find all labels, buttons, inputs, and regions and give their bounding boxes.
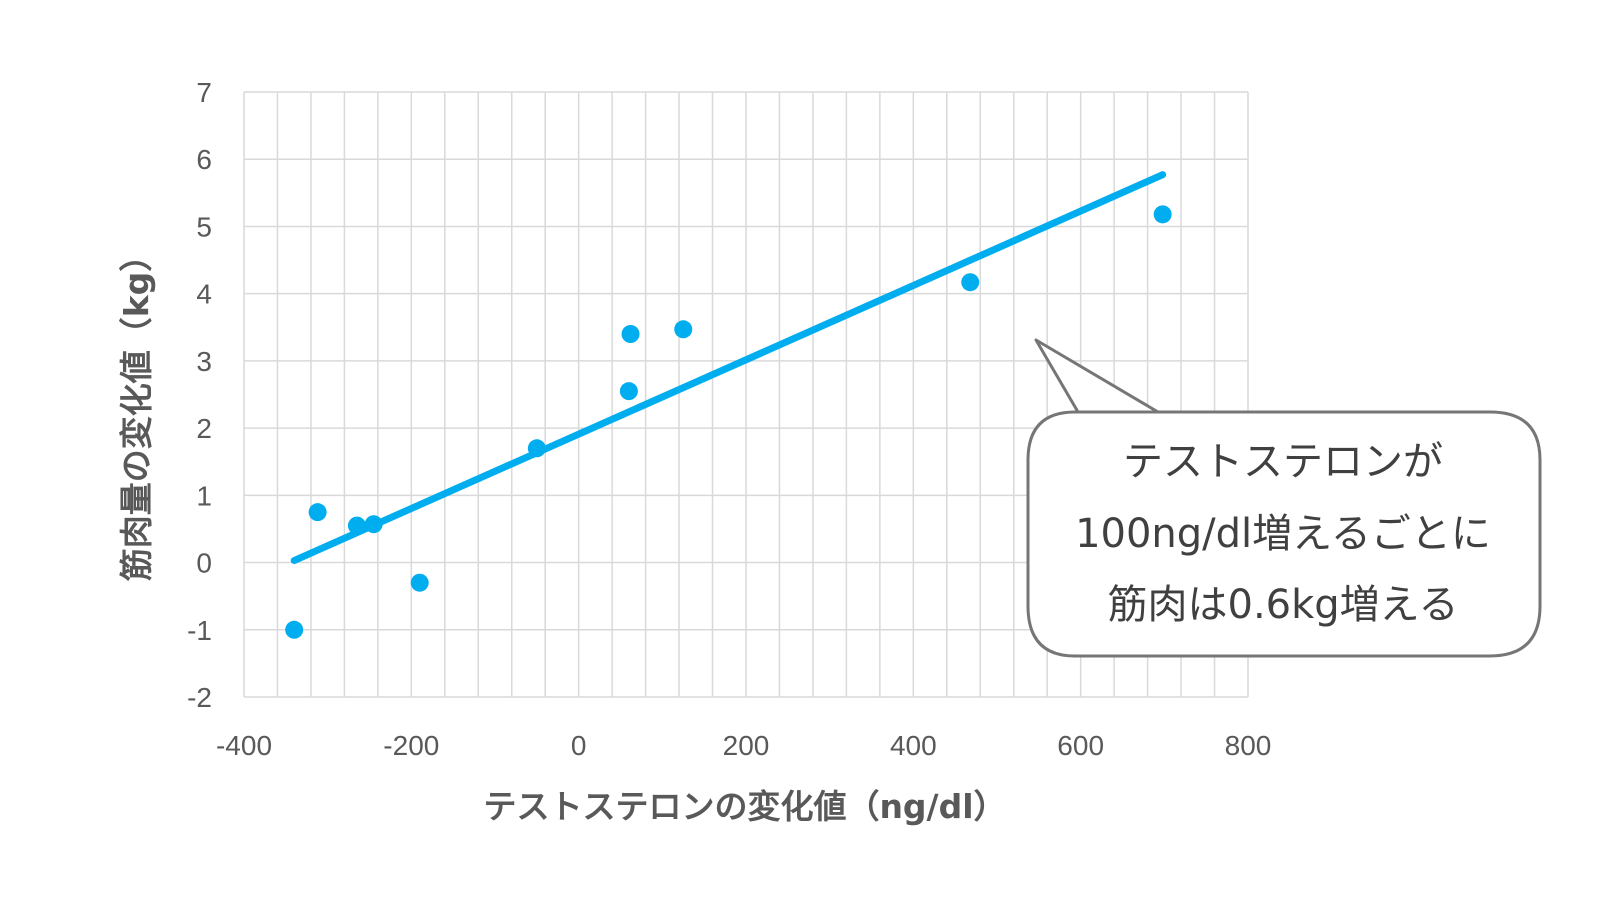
x-tick-label: -400: [216, 730, 272, 761]
data-point-2: [347, 516, 366, 535]
data-point-9: [961, 273, 980, 292]
y-tick-label: 3: [196, 346, 212, 377]
data-point-10: [1153, 205, 1172, 224]
callout-bubble: [1026, 338, 1542, 658]
y-tick-label: -1: [187, 615, 212, 646]
x-axis-ticks: -400 -200 0 200 400 600 800: [216, 730, 1271, 761]
data-point-3: [364, 515, 383, 534]
x-tick-label: 800: [1225, 730, 1272, 761]
y-tick-label: 1: [196, 480, 212, 511]
x-axis-title: テストステロンの変化値（ng/dl）: [483, 787, 1006, 826]
data-point-8: [674, 320, 693, 339]
y-axis-ticks: -2 -1 0 1 2 3 4 5 6 7: [187, 77, 212, 713]
trendline: [290, 171, 1167, 565]
data-point-7: [621, 325, 640, 343]
y-tick-label: 7: [196, 77, 212, 108]
y-tick-label: 4: [196, 279, 212, 310]
data-point-0: [285, 620, 304, 639]
callout-line-3: 筋肉は0.6kg増える: [1108, 582, 1459, 628]
grid-lines: [243, 91, 1249, 698]
x-tick-label: 0: [571, 730, 587, 761]
data-point-4: [410, 573, 429, 592]
annotation-callout: テストステロンが 100ng/dl増えるごとに 筋肉は0.6kg増える: [1026, 338, 1542, 658]
data-point-1: [308, 503, 327, 522]
trendline-layer: [290, 171, 1167, 565]
y-tick-label: 2: [196, 413, 212, 444]
data-point-6: [619, 382, 638, 401]
callout-line-2: 100ng/dl増えるごとに: [1075, 511, 1491, 557]
data-point-5: [527, 439, 546, 458]
data-points: [285, 205, 1172, 639]
y-tick-label: 6: [196, 144, 212, 175]
x-tick-label: 400: [890, 730, 937, 761]
x-tick-label: 200: [723, 730, 770, 761]
y-axis-title: 筋肉量の変化値（kg）: [117, 239, 156, 582]
x-tick-label: 600: [1057, 730, 1104, 761]
y-tick-label: 5: [196, 211, 212, 242]
y-tick-label: 0: [196, 548, 212, 579]
x-tick-label: -200: [383, 730, 439, 761]
callout-line-1: テストステロンが: [1123, 439, 1443, 485]
y-tick-label: -2: [187, 682, 212, 713]
